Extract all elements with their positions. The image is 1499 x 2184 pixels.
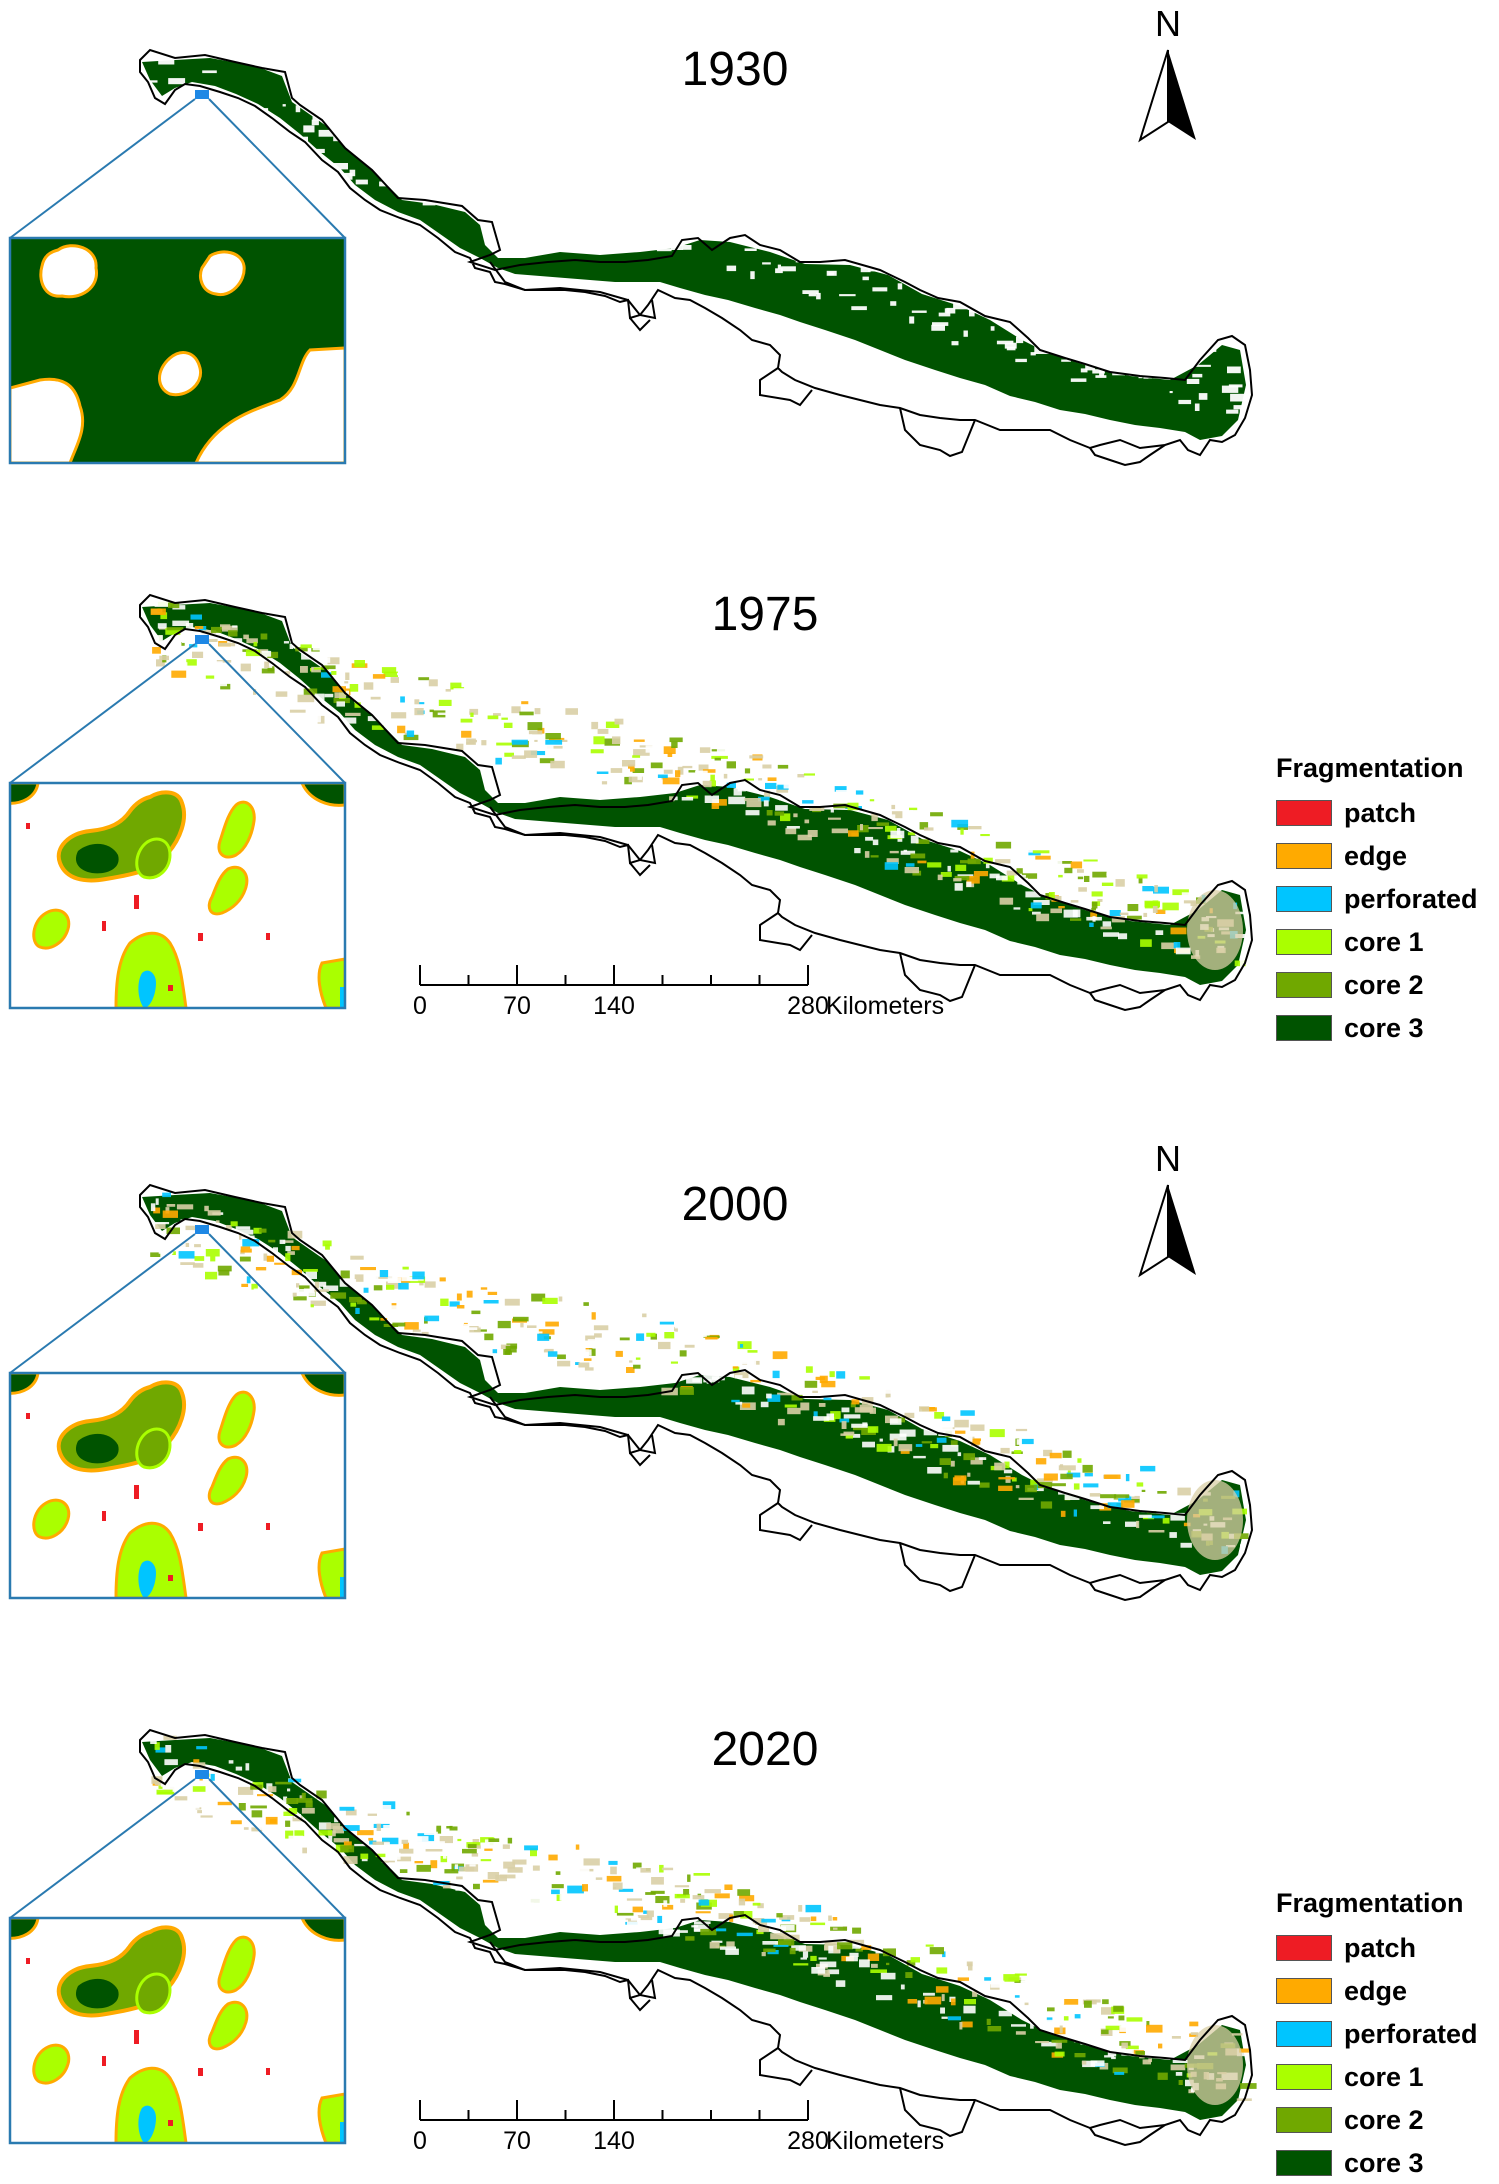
zoom-inset xyxy=(8,1916,347,2145)
inset-locator xyxy=(195,1225,209,1234)
fragmentation-texture xyxy=(150,50,1249,414)
map-panel-1930 xyxy=(8,49,1253,466)
map-panel-2020 xyxy=(8,1729,1257,2146)
zoom-inset xyxy=(8,236,347,465)
fragmentation-texture xyxy=(150,1192,1249,1554)
fragmentation-texture xyxy=(150,600,1249,968)
map-panel-2000 xyxy=(8,1184,1253,1601)
fragmentation-texture xyxy=(150,1735,1257,2101)
north-arrow-icon xyxy=(1138,49,1196,143)
zoom-inset xyxy=(8,781,347,1010)
inset-locator xyxy=(195,1770,209,1779)
inset-locator xyxy=(195,635,209,644)
north-arrow-icon xyxy=(1138,1184,1196,1278)
scale-bar xyxy=(419,965,809,986)
inset-locator xyxy=(195,90,209,99)
scale-bar xyxy=(419,2100,809,2121)
map-panel-1975 xyxy=(8,594,1253,1011)
zoom-inset xyxy=(8,1371,347,1600)
